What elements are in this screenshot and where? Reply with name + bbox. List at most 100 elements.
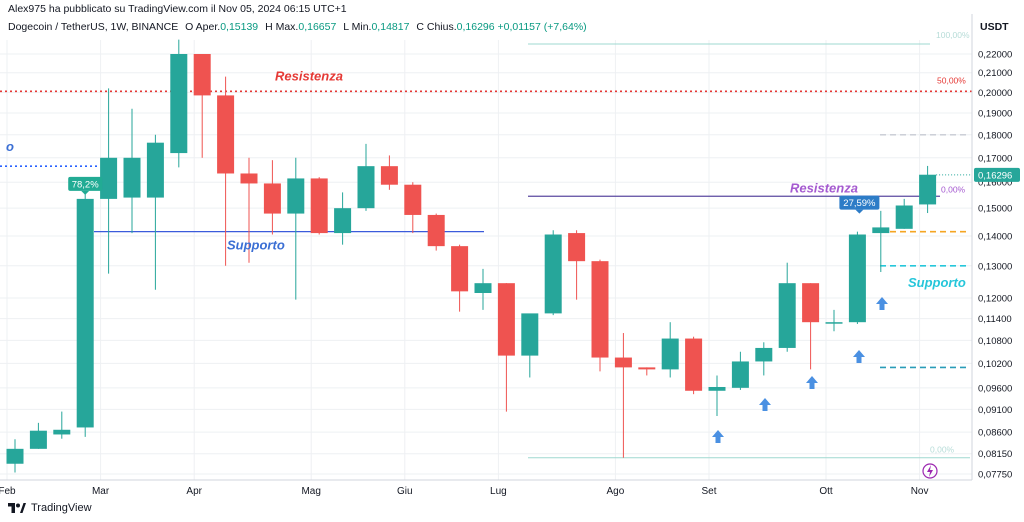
x-tick-label: Set [701, 486, 716, 497]
badge-left-bg [68, 176, 103, 191]
open-value: 0,15139 [220, 21, 259, 33]
candle-body [380, 166, 398, 185]
y-axis[interactable]: 0,22000 0,21000 0,20000 0,19000 0,18000 0,170… [971, 14, 1020, 481]
candle-body [919, 174, 937, 205]
y-tick-label: 0,10200 [978, 359, 1012, 370]
close-prefix: Chius. [426, 21, 457, 33]
x-tick-label: Nov [911, 486, 929, 497]
price-chart[interactable]: Resistenza 100,00% 50,00% 0,00% o Supporto Res… [0, 0, 1024, 500]
symbol-name: Dogecoin / TetherUS, 1W, BINANCE [8, 21, 179, 33]
y-tick-label: 0,13000 [978, 261, 1012, 272]
y-tick-label: 0,09100 [978, 405, 1012, 416]
candle-body [193, 54, 211, 96]
lightning-icon [922, 463, 938, 479]
candle-body [755, 347, 773, 362]
candle-body [825, 322, 843, 324]
x-axis[interactable]: Feb Mar Apr Mag Giu Lug Ago Set Ott Nov [0, 479, 972, 497]
up-arrow-icon [712, 430, 724, 443]
low-value: 0,14817 [371, 21, 410, 33]
purple-pct-label: 0,00% [941, 184, 966, 194]
footer-brand: TradingView [31, 502, 92, 514]
candle-body [474, 283, 492, 293]
footer: TradingView [8, 502, 92, 514]
badge-right-bg [839, 195, 880, 210]
candle-body [287, 178, 305, 214]
annotation-labels: Resistenza 100,00% 50,00% 0,00% o Supporto Res… [6, 30, 970, 479]
y-tick-label: 0,14000 [978, 231, 1012, 242]
open-prefix: Aper. [195, 21, 221, 33]
tradingview-logo-icon [8, 503, 26, 513]
current-price-tag [974, 167, 1020, 182]
candle-body [404, 184, 422, 215]
candle-body [848, 234, 866, 323]
candle-body [568, 233, 586, 262]
candle-body [146, 142, 164, 198]
up-arrow-icon [806, 376, 818, 389]
candle-body [497, 283, 515, 356]
fib-50-label: 50,00% [937, 75, 966, 85]
lightning-bolt [927, 465, 933, 477]
badge-left: 78,2% [72, 179, 99, 190]
close-value: 0,16296 [456, 21, 495, 33]
high-label: H [265, 21, 273, 33]
y-tick-label: 0,08150 [978, 449, 1012, 460]
fib-0-label: 0,00% [930, 445, 955, 455]
support-left-label: Supporto [227, 238, 285, 253]
candle-body [614, 357, 632, 368]
y-tick-label: 0,20000 [978, 88, 1012, 99]
candle-body [76, 198, 94, 428]
candle-body [427, 214, 445, 247]
x-tick-label: Feb [0, 486, 16, 497]
candle-body [123, 157, 141, 198]
close-label: C [416, 21, 424, 33]
y-tick-label: 0,11400 [978, 314, 1012, 325]
currency-label[interactable]: USDT [980, 21, 1009, 33]
y-tick-label: 0,08600 [978, 428, 1012, 439]
x-tick-label: Lug [490, 486, 507, 497]
candle-body [778, 283, 796, 348]
candle-body [310, 178, 328, 234]
candles [6, 39, 937, 473]
candle-body [685, 338, 703, 391]
candle-body [544, 234, 562, 314]
y-tick-label: 0,16000 [978, 178, 1012, 189]
y-tick-label: 0,22000 [978, 50, 1012, 61]
high-prefix: Max. [275, 21, 299, 33]
candle-body [263, 183, 281, 214]
left-partial-label: o [6, 139, 14, 154]
candle-body [217, 95, 235, 174]
candle-body [170, 54, 188, 154]
support-right-label: Supporto [908, 275, 966, 290]
candle-body [334, 208, 352, 234]
low-label: L [343, 21, 349, 33]
y-tick-label: 0,10800 [978, 336, 1012, 347]
y-tick-label: 0,17000 [978, 153, 1012, 164]
x-tick-label: Ago [607, 486, 625, 497]
candle-body [451, 246, 469, 292]
y-tick-label: 0,19000 [978, 109, 1012, 120]
candle-body [6, 448, 24, 464]
x-tick-label: Apr [186, 486, 202, 497]
x-tick-label: Mar [92, 486, 110, 497]
resistance-top-label: Resistenza [275, 68, 343, 83]
up-arrow-icon [759, 398, 771, 411]
y-tick-label: 0,21000 [978, 68, 1012, 79]
up-arrow-icon [853, 350, 865, 363]
y-tick-label: 0,12000 [978, 293, 1012, 304]
high-value: 0,16657 [298, 21, 337, 33]
change-value: +0,01157 (+7,64%) [497, 21, 587, 33]
badge-right: 27,59% [843, 198, 876, 209]
candle-body [357, 166, 375, 209]
publish-header: Alex975 ha pubblicato su TradingView.com… [8, 3, 347, 15]
candle-body [638, 367, 656, 370]
y-tick-label: 0,07750 [978, 470, 1012, 481]
y-tick-label: 0,09600 [978, 383, 1012, 394]
resistance-purple-label: Resistenza [790, 180, 858, 195]
badge-left-pointer [81, 190, 90, 195]
y-tick-label: 0,15000 [978, 204, 1012, 215]
x-tick-label: Giu [397, 486, 413, 497]
y-tick-label: 0,18000 [978, 130, 1012, 141]
candle-body [708, 386, 726, 391]
candle-body [802, 283, 820, 323]
grid-lines [0, 40, 972, 480]
